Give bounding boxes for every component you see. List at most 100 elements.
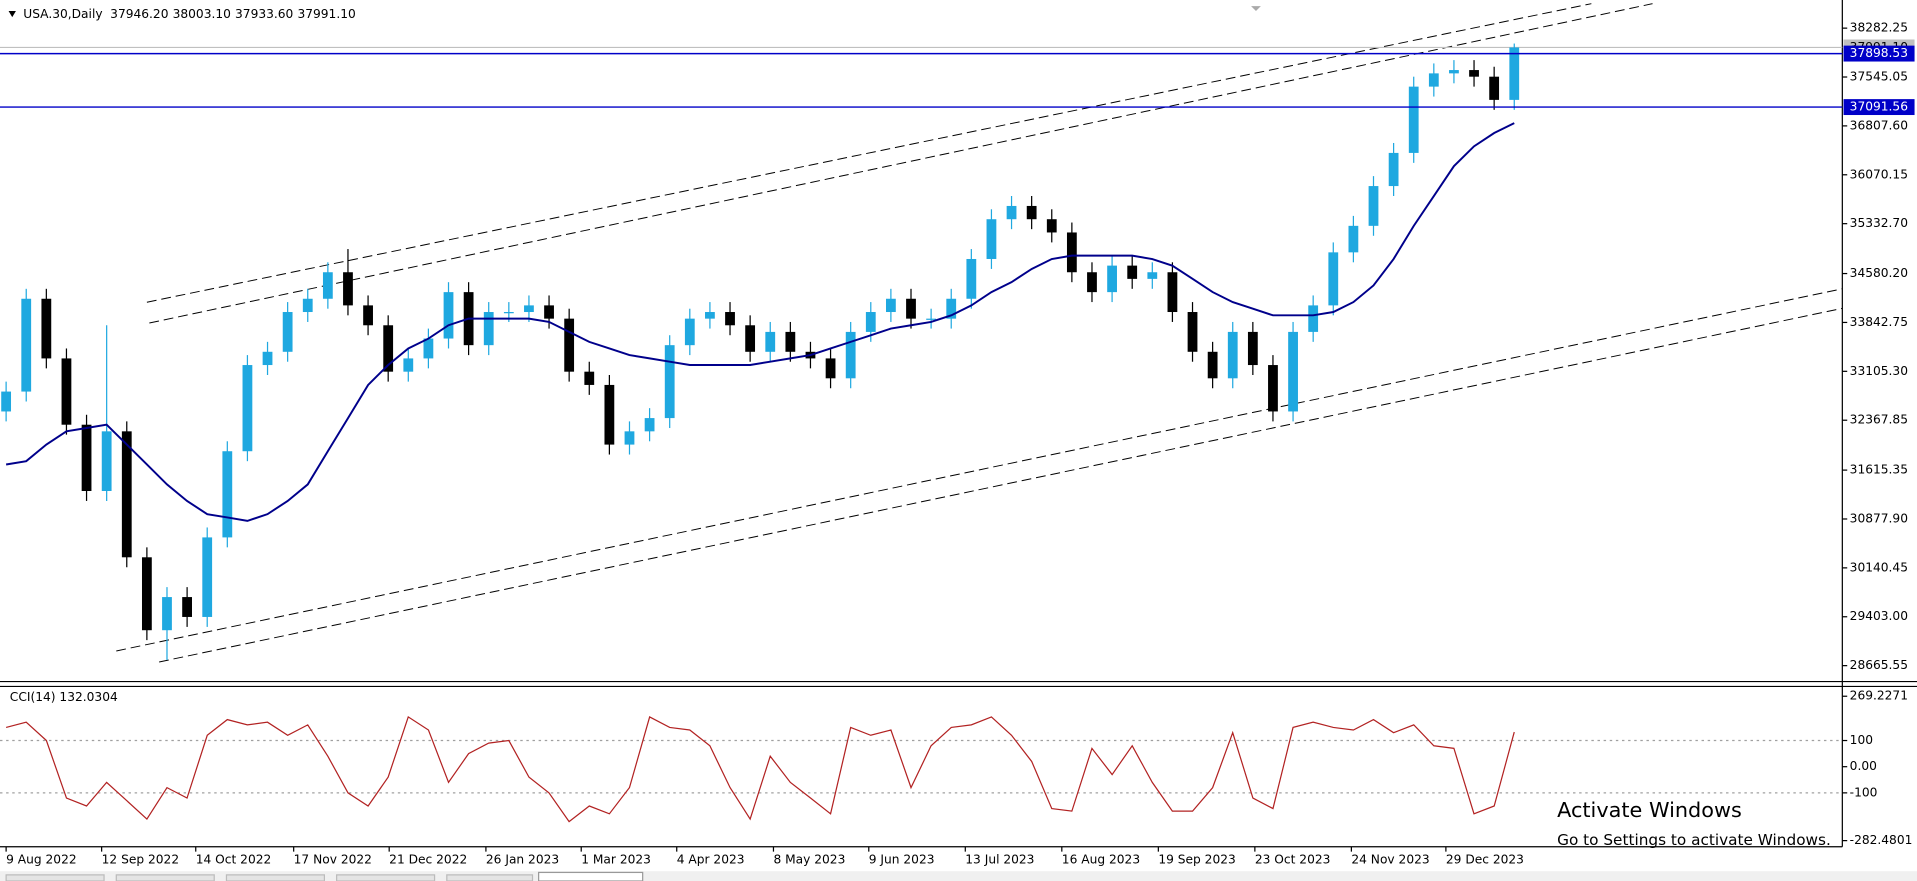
candle-body bbox=[1006, 205, 1017, 220]
trend-line bbox=[116, 288, 1843, 652]
level-box bbox=[1843, 99, 1915, 116]
candle-body bbox=[524, 305, 534, 313]
candle-body bbox=[282, 312, 293, 352]
candle-body bbox=[141, 557, 152, 631]
candle-body bbox=[1348, 225, 1359, 253]
candle-body bbox=[1227, 331, 1238, 379]
x-tick-label: 16 Aug 2023 bbox=[1062, 853, 1140, 867]
x-tick-label: 8 May 2023 bbox=[773, 853, 845, 867]
candle-body bbox=[1207, 351, 1218, 379]
level-label: 37898.53 bbox=[1850, 46, 1908, 60]
moving-average bbox=[5, 122, 1515, 522]
candle-body bbox=[906, 298, 916, 319]
x-tick-label: 4 Apr 2023 bbox=[677, 853, 745, 867]
candle-body bbox=[403, 358, 414, 372]
candle-body bbox=[1328, 252, 1339, 306]
candle-body bbox=[483, 312, 494, 346]
candle-body bbox=[1046, 219, 1057, 233]
candle-body bbox=[865, 312, 876, 332]
candle-body bbox=[1268, 365, 1278, 412]
tab[interactable] bbox=[336, 874, 436, 881]
candle-body bbox=[503, 312, 514, 314]
candle-body bbox=[946, 298, 957, 319]
candle-body bbox=[684, 318, 695, 346]
y-tick-label: 36070.15 bbox=[1850, 167, 1908, 181]
candle-body bbox=[584, 371, 595, 385]
tab[interactable] bbox=[446, 874, 534, 881]
x-tick-label: 19 Sep 2023 bbox=[1158, 853, 1235, 867]
candle-body bbox=[1187, 312, 1198, 352]
ohlc-value: 37946.20 bbox=[110, 7, 168, 21]
cci-line bbox=[5, 715, 1515, 823]
y-tick-label: 29403.00 bbox=[1850, 609, 1908, 623]
candle-body bbox=[644, 418, 655, 432]
tab[interactable] bbox=[5, 874, 105, 881]
y-tick-label: 37545.05 bbox=[1850, 70, 1908, 84]
candle-body bbox=[544, 305, 554, 319]
candle-body bbox=[705, 312, 715, 319]
candle-body bbox=[41, 298, 52, 359]
candle-body bbox=[825, 358, 836, 379]
candle-body bbox=[624, 431, 635, 445]
tab[interactable] bbox=[115, 874, 215, 881]
candle-body bbox=[1147, 272, 1158, 279]
y-tick-label: 0.00 bbox=[1850, 759, 1877, 773]
tab[interactable] bbox=[225, 874, 326, 881]
tab-strip bbox=[0, 871, 1917, 881]
ohlc-value: 38003.10 bbox=[173, 7, 231, 21]
y-tick-label: 38282.25 bbox=[1850, 21, 1908, 35]
candle-body bbox=[1388, 152, 1399, 187]
y-tick-label: 32367.85 bbox=[1850, 413, 1908, 427]
candle-body bbox=[1247, 331, 1258, 366]
y-tick-label: -100 bbox=[1850, 785, 1878, 799]
shift-marker bbox=[1251, 6, 1261, 12]
y-tick-label: -282.4801 bbox=[1850, 833, 1913, 847]
channel-lines bbox=[116, 3, 1843, 663]
symbol-title: USA.30,Daily bbox=[23, 7, 102, 21]
candle-body bbox=[1408, 86, 1419, 153]
candle-body bbox=[664, 345, 675, 419]
candle-body bbox=[1, 391, 12, 412]
candle-body bbox=[1449, 70, 1459, 74]
candle-body bbox=[765, 331, 776, 352]
candle-body bbox=[322, 272, 333, 299]
candle-body bbox=[443, 292, 454, 339]
level-box bbox=[1843, 45, 1915, 62]
trend-line bbox=[146, 3, 1592, 303]
candle-body bbox=[1026, 205, 1037, 220]
y-tick-label: 36807.60 bbox=[1850, 118, 1908, 132]
menu-arrow[interactable] bbox=[8, 11, 16, 18]
candle-body bbox=[182, 597, 192, 617]
y-tick-label: 28665.55 bbox=[1850, 658, 1908, 672]
candle-body bbox=[1087, 272, 1097, 293]
candle-body bbox=[745, 325, 756, 352]
candle-body bbox=[1428, 73, 1439, 87]
candle-body bbox=[885, 298, 896, 313]
candle-body bbox=[162, 597, 172, 631]
candle-body bbox=[1368, 186, 1379, 226]
x-tick-label: 17 Nov 2022 bbox=[294, 853, 372, 867]
candle-body bbox=[1288, 331, 1298, 412]
candle-body bbox=[61, 358, 72, 425]
candle-body bbox=[363, 305, 373, 326]
trend-line bbox=[149, 3, 1653, 324]
x-tick-label: 1 Mar 2023 bbox=[581, 853, 651, 867]
y-tick-label: 34580.20 bbox=[1850, 266, 1908, 280]
candle-body bbox=[1107, 265, 1117, 293]
watermark-title: Activate Windows bbox=[1557, 798, 1742, 822]
candle-body bbox=[926, 318, 937, 320]
x-tick-label: 26 Jan 2023 bbox=[486, 853, 559, 867]
candle-body bbox=[383, 325, 394, 372]
tab[interactable] bbox=[538, 871, 644, 881]
candle-body bbox=[101, 431, 112, 492]
candle-body bbox=[564, 318, 575, 372]
y-tick-label: 100 bbox=[1850, 733, 1873, 747]
candle-body bbox=[1489, 76, 1500, 100]
candle-body bbox=[242, 365, 253, 452]
x-tick-label: 29 Dec 2023 bbox=[1446, 853, 1524, 867]
y-tick-label: 35332.70 bbox=[1850, 216, 1908, 230]
x-tick-label: 23 Oct 2023 bbox=[1255, 853, 1331, 867]
